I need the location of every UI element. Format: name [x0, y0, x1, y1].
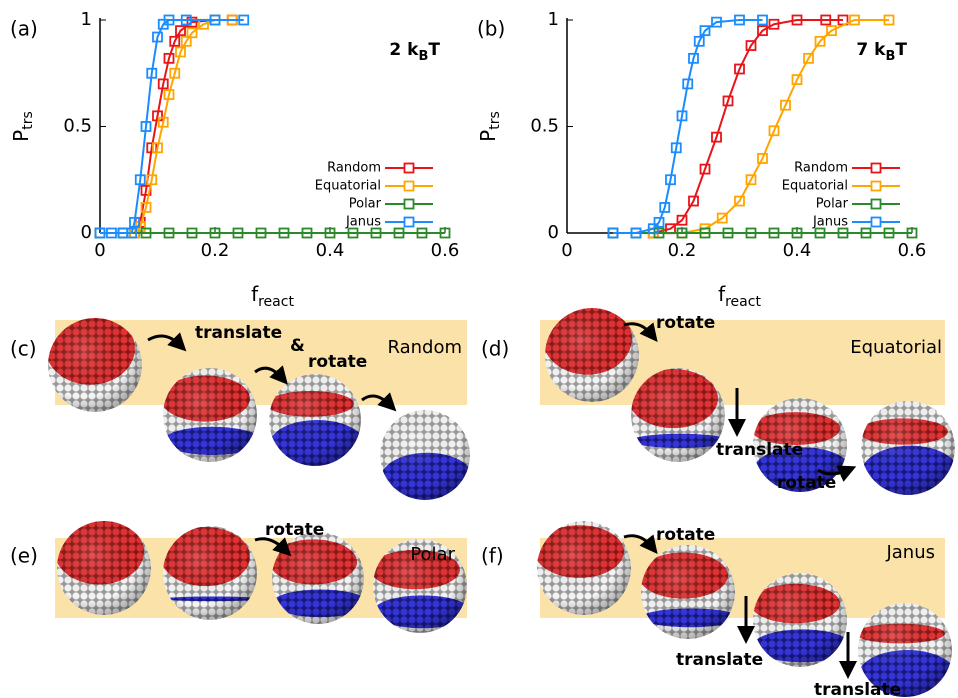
legend-label: Random — [794, 161, 848, 176]
shading — [163, 526, 257, 620]
pattern-name: Janus — [885, 542, 935, 563]
annotation-sub: B — [885, 49, 895, 64]
shading — [641, 545, 735, 639]
y-tick-label: 0.5 — [530, 116, 559, 137]
legend-label: Janus — [345, 215, 381, 230]
pattern-name: Equatorial — [850, 337, 942, 358]
motion-label: rotate — [777, 473, 836, 493]
legend-marker — [405, 218, 414, 227]
y-tick-label: 1 — [548, 9, 559, 30]
page: {"chart_data":[ {"type":"line","panel_la… — [0, 0, 958, 698]
x-tick-label: 0.4 — [783, 240, 812, 261]
x-axis-label: freact — [251, 282, 294, 311]
panel-label: (f) — [481, 544, 504, 568]
panel-label: (b) — [477, 17, 505, 41]
legend-marker — [405, 182, 414, 191]
shading — [163, 368, 257, 462]
annotation-main: 7 k — [856, 40, 886, 60]
motion-label: & — [290, 336, 305, 356]
motion-label: translate — [676, 650, 763, 670]
shading — [545, 308, 639, 402]
nanoparticle — [859, 401, 958, 502]
y-label-main: P — [476, 130, 500, 142]
motion-label: translate — [195, 323, 282, 343]
y-tick-label: 0.5 — [63, 116, 92, 137]
shading — [57, 521, 151, 615]
panel-label: (d) — [481, 337, 509, 361]
y-axis-label: Ptrs — [9, 111, 37, 142]
legend-label: Equatorial — [782, 179, 848, 194]
y-tick-label: 0 — [548, 222, 559, 243]
legend-marker — [872, 164, 881, 173]
shading — [537, 521, 631, 615]
x-tick-label: 0 — [94, 240, 105, 261]
nanoparticle — [380, 410, 475, 507]
legend-label: Random — [327, 161, 381, 176]
series-line — [613, 20, 843, 233]
shading — [272, 532, 364, 624]
x-tick-label: 0 — [561, 240, 572, 261]
panel-label: (e) — [10, 544, 38, 568]
x-tick-label: 0.4 — [316, 240, 345, 261]
y-label-sub: trs — [487, 111, 503, 130]
pattern-name: Polar — [410, 544, 455, 565]
legend-marker — [872, 182, 881, 191]
pattern-name: Random — [387, 337, 462, 358]
shading — [861, 401, 955, 495]
motion-label: translate — [716, 440, 803, 460]
x-axis-label: freact — [718, 282, 761, 311]
y-label-main: P — [9, 130, 33, 142]
legend-label: Equatorial — [315, 179, 381, 194]
y-tick-label: 0 — [81, 222, 92, 243]
annotation-end: T — [895, 40, 907, 60]
legend-marker — [405, 164, 414, 173]
x-label-sub: react — [725, 294, 761, 310]
legend-label: Polar — [349, 197, 382, 212]
y-tick-label: 1 — [81, 9, 92, 30]
shading — [48, 318, 142, 412]
x-label-sub: react — [258, 294, 294, 310]
legend-marker — [872, 200, 881, 209]
annotation: 2 kBT — [389, 40, 440, 64]
legend-label: Polar — [816, 197, 849, 212]
legend-label: Janus — [812, 215, 848, 230]
x-tick-label: 0.6 — [898, 240, 927, 261]
annotation-end: T — [428, 40, 440, 60]
legend-marker — [405, 200, 414, 209]
y-axis-label: Ptrs — [476, 111, 504, 142]
annotation: 7 kBT — [856, 40, 907, 64]
legend-marker — [872, 218, 881, 227]
x-tick-label: 0.2 — [201, 240, 230, 261]
annotation-main: 2 k — [389, 40, 419, 60]
shading — [753, 573, 847, 667]
shading — [380, 410, 470, 500]
annotation-sub: B — [418, 49, 428, 64]
motion-label: rotate — [308, 352, 367, 372]
figure: (c)Randomtranslate&rotate(d)Equatorialro… — [0, 0, 958, 698]
panel-label: (a) — [10, 17, 38, 41]
panel-label: (c) — [10, 337, 37, 361]
motion-label: translate — [814, 680, 901, 698]
motion-label: rotate — [265, 520, 324, 540]
x-tick-label: 0.2 — [668, 240, 697, 261]
motion-label: rotate — [656, 313, 715, 333]
motion-label: rotate — [656, 525, 715, 545]
y-label-sub: trs — [20, 111, 36, 130]
x-tick-label: 0.6 — [431, 240, 460, 261]
shading — [631, 368, 725, 462]
shading — [269, 374, 361, 466]
